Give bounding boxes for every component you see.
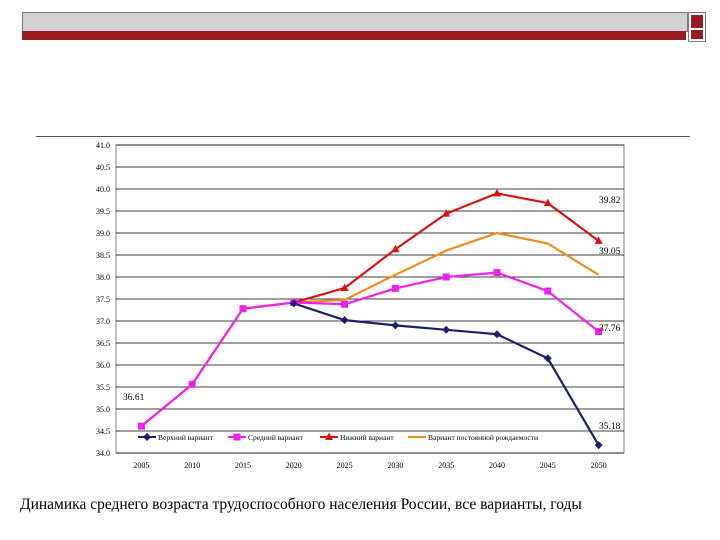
data-point	[143, 433, 151, 441]
legend-label: Вариант постоянной рождаемости	[428, 433, 538, 442]
corner-decoration-lower	[691, 30, 703, 39]
data-point	[391, 244, 400, 253]
x-tick-label: 2030	[387, 461, 403, 470]
data-label: 36.61	[123, 393, 145, 403]
y-tick-label: 40.0	[96, 185, 110, 194]
y-tick-label: 38.0	[96, 273, 110, 282]
data-point	[233, 433, 241, 441]
y-tick-label: 34.5	[96, 427, 110, 436]
data-point	[340, 283, 349, 291]
data-point	[493, 188, 501, 197]
data-label: 39.82	[599, 196, 621, 206]
series-line	[140, 271, 600, 428]
corner-decoration-upper	[691, 15, 703, 28]
data-point	[239, 305, 247, 313]
data-point	[340, 316, 349, 325]
data-point	[543, 354, 552, 363]
legend-label: Нижний вариант	[340, 433, 394, 442]
data-point	[493, 269, 501, 277]
data-point	[137, 422, 145, 430]
data-point	[544, 287, 552, 295]
y-tick-label: 36.0	[96, 361, 110, 370]
x-tick-label: 2035	[438, 461, 454, 470]
y-tick-label: 39.0	[96, 229, 110, 238]
data-label: 37.76	[599, 324, 621, 334]
x-tick-label: 2005	[133, 461, 149, 470]
corner-decoration	[688, 12, 706, 42]
y-tick-label: 39.5	[96, 207, 110, 216]
y-tick-label: 34.0	[96, 449, 110, 458]
title-accent-bar	[22, 31, 686, 40]
data-point	[391, 284, 399, 292]
data-point	[594, 441, 603, 450]
x-tick-label: 2015	[235, 461, 251, 470]
data-point	[325, 432, 333, 440]
x-tick-label: 2045	[540, 461, 556, 470]
y-tick-label: 35.5	[96, 383, 110, 392]
data-point	[543, 198, 552, 207]
x-tick-label: 2020	[286, 461, 302, 470]
y-tick-label: 41.0	[96, 141, 110, 150]
data-label: 35.18	[599, 422, 621, 432]
divider-rule	[36, 136, 690, 137]
y-tick-label: 36.5	[96, 339, 110, 348]
y-tick-label: 37.0	[96, 317, 110, 326]
data-point	[289, 299, 298, 308]
data-point	[341, 300, 349, 308]
x-tick-label: 2040	[489, 461, 505, 470]
x-tick-label: 2010	[184, 461, 200, 470]
data-point	[442, 325, 451, 334]
chart-caption: Динамика среднего возраста трудоспособно…	[20, 496, 582, 513]
data-point	[188, 380, 196, 388]
data-point	[493, 330, 501, 339]
data-point	[391, 321, 400, 330]
y-tick-label: 40.5	[96, 163, 110, 172]
legend-label: Верхний вариант	[158, 433, 214, 442]
data-point	[594, 236, 603, 244]
y-tick-label: 35.0	[96, 405, 110, 414]
y-tick-label: 38.5	[96, 251, 110, 260]
data-point	[442, 273, 450, 281]
data-point	[442, 209, 451, 217]
x-tick-label: 2050	[591, 461, 607, 470]
x-tick-label: 2025	[337, 461, 353, 470]
y-tick-label: 37.5	[96, 295, 110, 304]
data-point	[595, 328, 603, 336]
data-label: 39.05	[599, 247, 621, 257]
legend-label: Средний вариант	[248, 433, 304, 442]
